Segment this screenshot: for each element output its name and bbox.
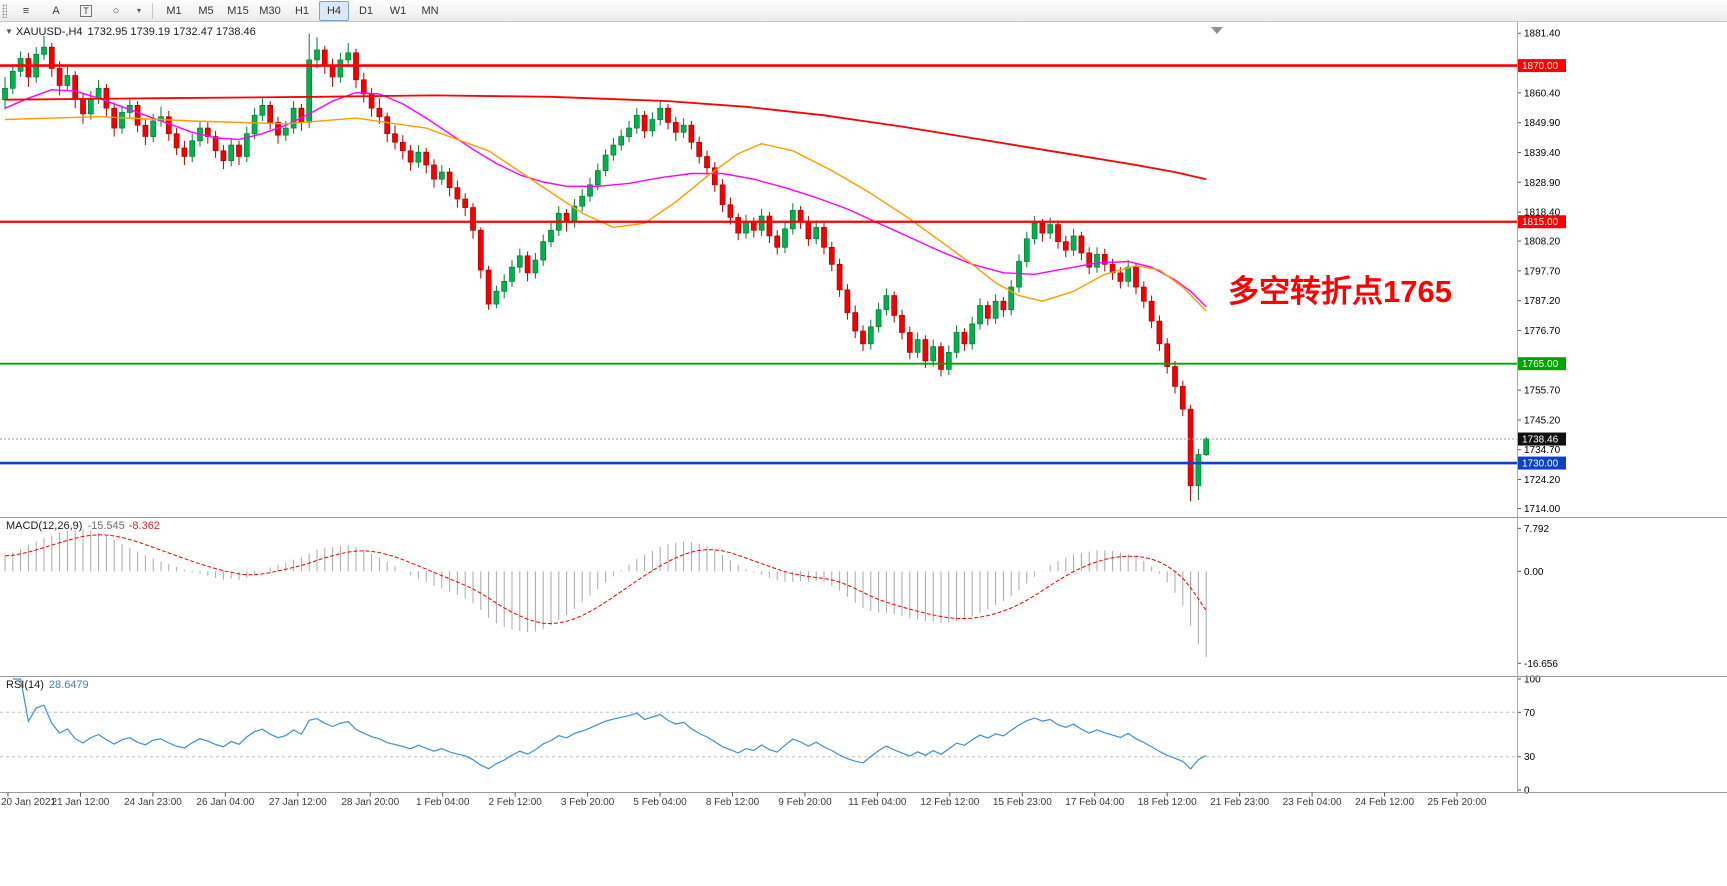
svg-text:0: 0 [1524,786,1530,797]
svg-text:18 Feb 12:00: 18 Feb 12:00 [1138,797,1197,808]
svg-text:1724.20: 1724.20 [1524,475,1561,486]
svg-text:24 Feb 12:00: 24 Feb 12:00 [1355,797,1414,808]
svg-text:70: 70 [1524,708,1536,719]
svg-text:8 Feb 12:00: 8 Feb 12:00 [706,797,760,808]
ma-mid-orange [4,116,1207,312]
svg-text:11 Feb 04:00: 11 Feb 04:00 [848,797,907,808]
tf-button-m15[interactable]: M15 [227,4,249,17]
svg-text:2 Feb 12:00: 2 Feb 12:00 [488,797,542,808]
ma-fast-magenta [4,89,1207,308]
candlestick-series [2,33,1210,502]
svg-text:100: 100 [1524,675,1541,686]
tf-button-m1[interactable]: M1 [166,4,182,17]
tf-button-m5[interactable]: M5 [198,4,214,17]
price-tag-1738.46 [1518,432,1566,446]
svg-text:1734.70: 1734.70 [1524,445,1561,456]
macd-main-value: -15.545 [87,520,125,532]
svg-text:1745.20: 1745.20 [1524,415,1561,426]
svg-text:1881.40: 1881.40 [1524,29,1561,40]
svg-text:1815.00: 1815.00 [1522,217,1559,228]
price-tag-1765.00 [1518,357,1566,371]
ma-slow-red [4,94,1207,181]
rsi-name: RSI(14) [6,679,44,691]
svg-text:27 Jan 12:00: 27 Jan 12:00 [269,797,327,808]
svg-text:1776.70: 1776.70 [1524,326,1561,337]
symbol-name: XAUUSD-,H4 [15,26,83,38]
svg-text:1755.70: 1755.70 [1524,386,1561,397]
svg-text:24 Jan 23:00: 24 Jan 23:00 [124,797,182,808]
svg-text:5 Feb 04:00: 5 Feb 04:00 [633,797,687,808]
tf-button-h4[interactable]: H4 [319,0,349,21]
svg-text:9 Feb 20:00: 9 Feb 20:00 [778,797,832,808]
drawing-toolbar: ≡ A T ○ ▾ [11,1,147,21]
svg-text:1787.20: 1787.20 [1524,296,1561,307]
svg-text:1870.00: 1870.00 [1522,61,1559,72]
svg-text:21 Jan 12:00: 21 Jan 12:00 [52,797,110,808]
tf-button-h1[interactable]: H1 [294,4,310,17]
svg-text:1828.90: 1828.90 [1524,178,1561,189]
text-box-icon[interactable]: T [72,1,100,21]
svg-text:20 Jan 2021: 20 Jan 2021 [1,797,56,808]
svg-text:12 Feb 12:00: 12 Feb 12:00 [920,797,979,808]
chart-annotation-text: 多空转折点1765 [1228,274,1452,309]
price-tag-1870.00 [1518,59,1566,73]
svg-text:25 Feb 20:00: 25 Feb 20:00 [1428,797,1487,808]
tf-button-d1[interactable]: D1 [358,4,374,17]
svg-text:1860.40: 1860.40 [1524,88,1561,99]
chart-shift-marker-icon[interactable] [1211,27,1223,34]
svg-text:7.792: 7.792 [1524,524,1549,535]
macd-signal-value: -8.362 [128,520,160,532]
drawing-lines-icon[interactable]: ≡ [22,4,30,17]
svg-text:1738.46: 1738.46 [1522,435,1559,446]
tf-button-mn[interactable]: MN [421,4,439,17]
rsi-value: 28.6479 [48,679,89,691]
symbol-ohlc-label: ▼ XAUUSD-,H4 1732.95 1739.19 1732.47 1738.… [5,26,256,38]
macd-panel [4,529,1207,657]
symbol-quote-ohlc: 1732.95 1739.19 1732.47 1738.46 [87,26,256,38]
toolbar-separator [152,2,153,19]
macd-name: MACD(12,26,9) [6,520,83,532]
macd-histogram [4,529,1207,657]
svg-text:26 Jan 04:00: 26 Jan 04:00 [196,797,254,808]
svg-text:1730.00: 1730.00 [1522,459,1559,470]
shapes-icon[interactable]: ○ [112,4,120,17]
svg-text:15 Feb 23:00: 15 Feb 23:00 [993,797,1052,808]
svg-text:1849.90: 1849.90 [1524,118,1561,129]
svg-text:0.00: 0.00 [1524,567,1544,578]
rsi-indicator-label: RSI(14) 28.6479 [6,679,89,691]
svg-text:1808.20: 1808.20 [1524,237,1561,248]
svg-text:17 Feb 04:00: 17 Feb 04:00 [1065,797,1124,808]
svg-text:1714.00: 1714.00 [1524,504,1561,515]
toolbar-grip[interactable] [2,3,7,18]
svg-text:28 Jan 20:00: 28 Jan 20:00 [341,797,399,808]
macd-indicator-label: MACD(12,26,9) -15.545 -8.362 [6,520,160,532]
rsi-panel [0,678,1517,770]
price-axis[interactable]: 1870.00 1815.00 1765.00 1730.00 1738.46 1881.… [1517,29,1566,797]
shapes-dropdown-icon[interactable]: ▾ [136,6,141,15]
svg-text:-16.656: -16.656 [1524,659,1558,670]
svg-text:1765.00: 1765.00 [1522,359,1559,370]
svg-text:1839.40: 1839.40 [1524,148,1561,159]
svg-text:3 Feb 20:00: 3 Feb 20:00 [561,797,615,808]
price-tag-1730.00 [1518,456,1566,470]
toolbar: ≡ A T ○ ▾ M1 M5 M15 M30 H1 H4 D1 W1 MN [0,0,1727,22]
macd-signal-line [4,534,1207,625]
svg-text:30: 30 [1524,752,1536,763]
price-tag-1815.00 [1518,215,1566,229]
text-label-icon[interactable]: A [52,4,60,17]
svg-text:1 Feb 04:00: 1 Feb 04:00 [416,797,470,808]
svg-text:21 Feb 23:00: 21 Feb 23:00 [1210,797,1269,808]
tf-button-w1[interactable]: W1 [389,4,407,17]
svg-text:1818.40: 1818.40 [1524,208,1561,219]
main-chart-panel [0,27,1517,502]
symbol-dropdown-icon[interactable]: ▼ [5,27,13,36]
svg-text:1797.70: 1797.70 [1524,266,1561,277]
rsi-line [12,678,1207,770]
tf-button-m30[interactable]: M30 [259,4,281,17]
svg-text:23 Feb 04:00: 23 Feb 04:00 [1283,797,1342,808]
timeframe-toolbar: M1 M5 M15 M30 H1 H4 D1 W1 MN [158,0,446,21]
